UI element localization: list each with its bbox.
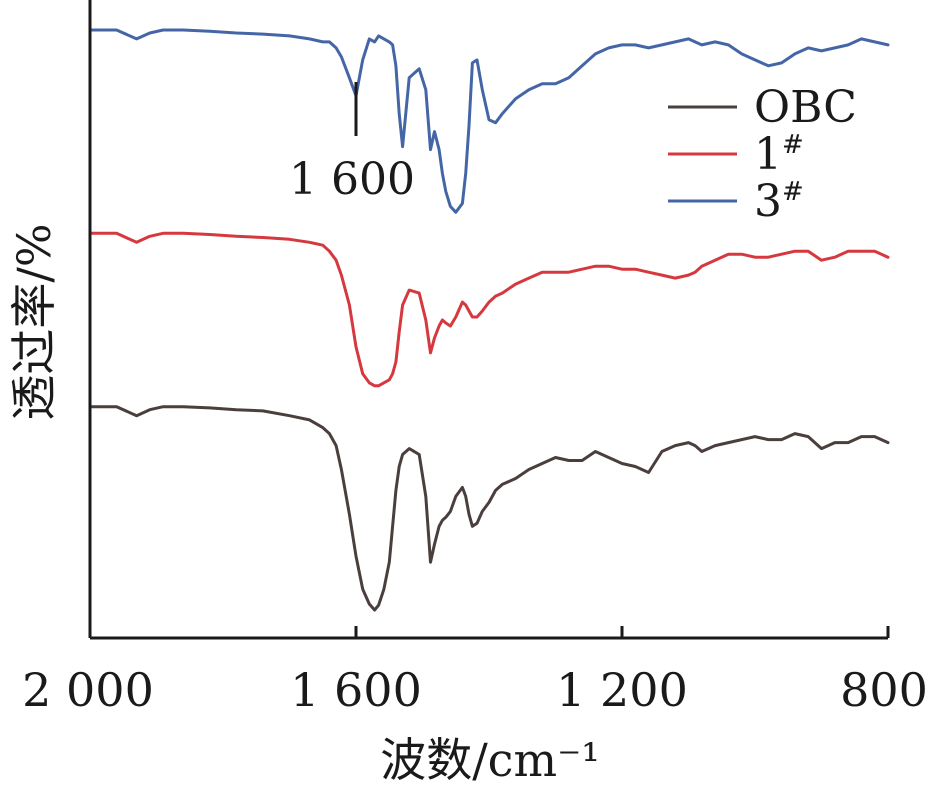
x-tick-label: 1 600 — [290, 663, 422, 717]
series-group — [88, 28, 890, 612]
x-axis-label: 波数/cm⁻¹ — [380, 733, 600, 787]
series-line-OBC — [88, 405, 890, 612]
x-tick-label: 1 200 — [556, 663, 688, 717]
x-tick-label: 2 000 — [22, 663, 154, 717]
annotation-label-1600: 1 600 — [289, 154, 415, 205]
x-tick-label: 800 — [840, 663, 928, 717]
legend-label: 3# — [754, 176, 804, 227]
series-line-3-sup — [88, 28, 890, 214]
series-line-1-sup — [88, 231, 890, 388]
x-ticks: 2 000 1 600 1 200 800 — [22, 626, 928, 717]
legend-label: OBC — [754, 82, 857, 133]
annotation-group: 1 600 — [289, 82, 415, 205]
plot-area: 1 600 2 000 1 600 1 200 800 — [22, 0, 928, 717]
y-axis-label: 透过率/% — [7, 223, 61, 420]
legend-label: 1# — [754, 129, 804, 180]
